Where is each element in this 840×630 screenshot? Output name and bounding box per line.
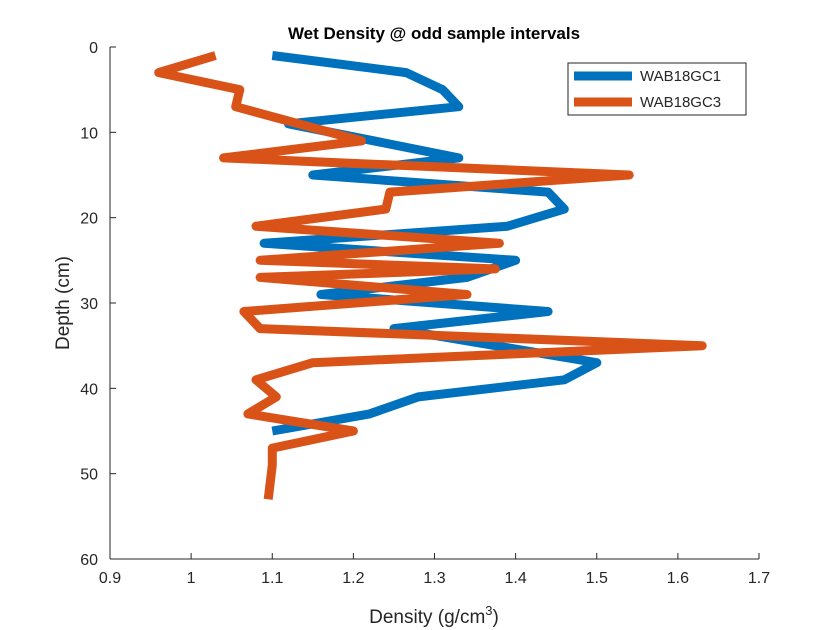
- x-tick-label: 1.4: [505, 570, 527, 587]
- chart-title: Wet Density @ odd sample intervals: [288, 24, 580, 43]
- x-tick-label: 0.9: [99, 570, 121, 587]
- series-line-wab18gc1: [259, 51, 602, 436]
- y-axis-ticks: 0 10 20 30 40 50 60: [80, 40, 116, 569]
- y-tick-label: 60: [80, 552, 98, 569]
- legend: WAB18GC1 WAB18GC3: [567, 62, 747, 116]
- plot-area: [154, 51, 707, 500]
- y-axis-label: Depth (cm): [53, 256, 74, 350]
- legend-label-wab18gc1: WAB18GC1: [640, 68, 721, 85]
- y-tick-label: 20: [80, 211, 98, 228]
- x-tick-label: 1.3: [423, 570, 445, 587]
- y-tick-label: 0: [89, 40, 98, 57]
- x-axis-ticks: 0.9 1 1.1 1.2 1.3 1.4 1.5 1.6 1.7: [99, 553, 770, 587]
- x-tick-label: 1.5: [586, 570, 608, 587]
- y-tick-label: 30: [80, 296, 98, 313]
- y-tick-label: 40: [80, 381, 98, 398]
- y-tick-label: 50: [80, 467, 98, 484]
- x-tick-label: 1.2: [342, 570, 364, 587]
- y-tick-label: 10: [80, 125, 98, 142]
- x-tick-label: 1.6: [667, 570, 689, 587]
- x-tick-label: 1: [187, 570, 196, 587]
- x-axis-label-superscript: 3: [485, 603, 492, 618]
- x-tick-label: 1.7: [748, 570, 770, 587]
- x-axis-label: Density (g/cm3): [369, 603, 499, 628]
- series-line-wab18gc3: [154, 51, 707, 500]
- legend-label-wab18gc3: WAB18GC3: [640, 94, 721, 111]
- x-tick-label: 1.1: [261, 570, 283, 587]
